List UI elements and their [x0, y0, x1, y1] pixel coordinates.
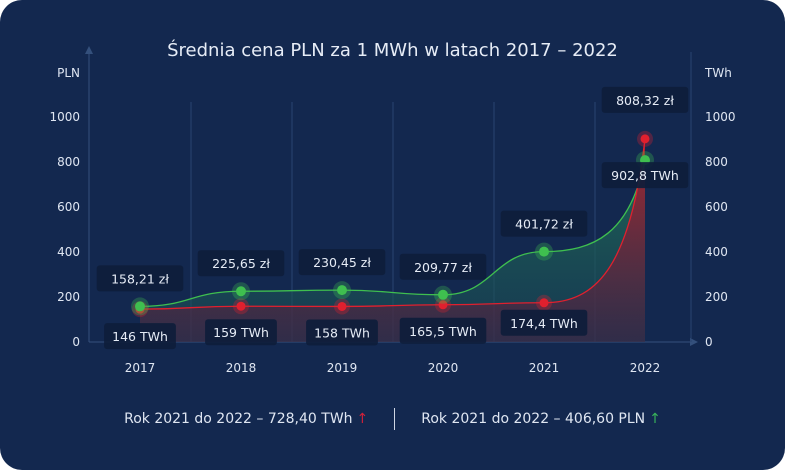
- energy-data-label: 146 TWh: [112, 329, 168, 344]
- y-axis-right-label: TWh: [704, 66, 732, 80]
- price-data-label-box: [197, 250, 285, 277]
- y-axis-left-label: PLN: [57, 66, 80, 80]
- energy-point: [337, 301, 347, 311]
- energy-data-label-box: [205, 319, 277, 346]
- price-data-label-box: [399, 253, 487, 280]
- footer-summary: Rok 2021 do 2022 – 728,40 TWh ↑ Rok 2021…: [0, 408, 785, 430]
- price-point: [539, 246, 549, 257]
- x-tick-label: 2017: [125, 361, 156, 375]
- y-tick-left: 0: [72, 335, 80, 349]
- price-data-label: 808,32 zł: [616, 93, 674, 108]
- y-tick-left: 400: [57, 245, 80, 259]
- energy-point: [539, 298, 549, 308]
- x-tick-label: 2022: [630, 361, 661, 375]
- price-data-label: 209,77 zł: [414, 260, 472, 275]
- price-data-label: 401,72 zł: [515, 217, 573, 232]
- y-tick-left: 600: [57, 200, 80, 214]
- x-tick-label: 2019: [327, 361, 358, 375]
- energy-data-label: 158 TWh: [314, 325, 370, 340]
- arrow-up-green-icon: ↑: [649, 411, 661, 427]
- energy-data-label: 159 TWh: [213, 325, 269, 340]
- y-tick-right: 600: [705, 200, 728, 214]
- footer-pln-text: Rok 2021 do 2022 – 406,60 PLN: [421, 411, 646, 427]
- price-point: [135, 301, 145, 312]
- energy-data-label: 165,5 TWh: [409, 324, 477, 339]
- y-tick-right: 200: [705, 290, 728, 304]
- y-tick-right: 400: [705, 245, 728, 259]
- divider: [394, 408, 396, 430]
- chart-title: Średnia cena PLN za 1 MWh w latach 2017 …: [167, 40, 618, 61]
- price-data-label-box: [298, 249, 386, 276]
- y-tick-right: 1000: [705, 110, 736, 124]
- price-data-label-box: [601, 86, 689, 113]
- energy-point: [640, 134, 650, 144]
- y-tick-left: 1000: [49, 110, 80, 124]
- energy-data-label-box: [306, 319, 378, 346]
- y-axis-arrow-icon: [85, 46, 93, 54]
- y-tick-left: 800: [57, 155, 80, 169]
- energy-area: [140, 138, 645, 342]
- energy-data-label-box: [500, 309, 588, 336]
- price-point: [438, 289, 448, 300]
- y-tick-right: 0: [705, 335, 713, 349]
- x-tick-label: 2020: [428, 361, 459, 375]
- price-point: [236, 286, 246, 297]
- price-area: [140, 160, 645, 342]
- energy-data-label: 902,8 TWh: [611, 168, 679, 183]
- price-data-label: 158,21 zł: [111, 271, 169, 286]
- energy-data-label: 174,4 TWh: [510, 316, 578, 331]
- price-data-label: 230,45 zł: [313, 255, 371, 270]
- arrow-up-red-icon: ↑: [356, 411, 369, 427]
- energy-point: [236, 301, 246, 311]
- energy-data-label-box: [601, 162, 689, 189]
- y-tick-right: 800: [705, 155, 728, 169]
- energy-point: [438, 300, 448, 310]
- y-tick-left: 200: [57, 290, 80, 304]
- energy-data-label-box: [399, 317, 487, 344]
- price-data-label: 225,65 zł: [212, 256, 270, 271]
- x-tick-label: 2018: [226, 361, 257, 375]
- x-tick-label: 2021: [529, 361, 560, 375]
- price-data-label-box: [500, 210, 588, 237]
- footer-twh-text: Rok 2021 do 2022 – 728,40 TWh: [124, 411, 353, 427]
- price-line: [139, 159, 646, 308]
- price-data-label-box: [96, 265, 184, 292]
- price-point: [337, 285, 347, 296]
- x-axis-arrow-icon: [690, 338, 698, 346]
- energy-data-label-box: [104, 323, 176, 350]
